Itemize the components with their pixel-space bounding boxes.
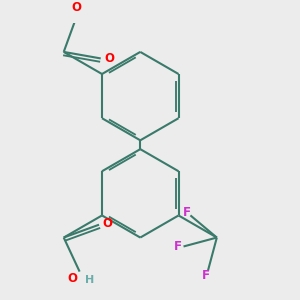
- Text: O: O: [72, 2, 82, 14]
- Text: O: O: [104, 52, 114, 65]
- Text: H: H: [85, 275, 94, 285]
- Text: F: F: [183, 206, 191, 219]
- Text: O: O: [68, 272, 77, 286]
- Text: F: F: [202, 269, 210, 282]
- Text: F: F: [174, 240, 182, 253]
- Text: O: O: [103, 217, 112, 230]
